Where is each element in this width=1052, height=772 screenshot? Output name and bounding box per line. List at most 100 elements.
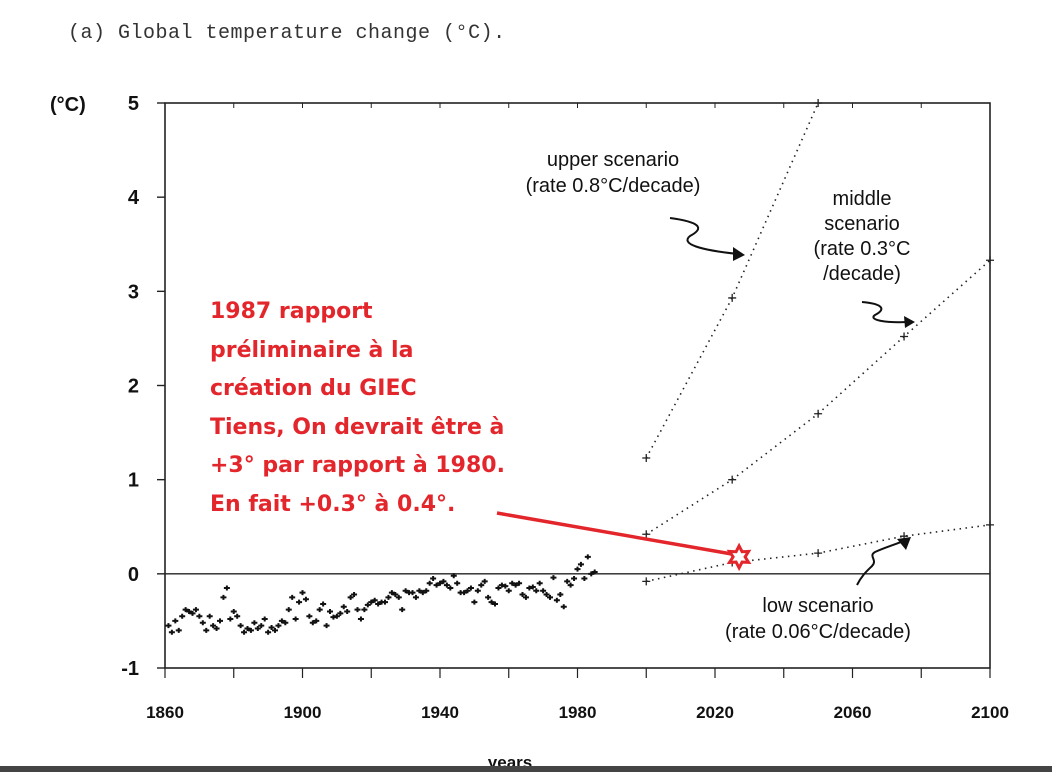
historical-point [189,610,196,616]
scenario-label: (rate 0.8°C/decade) [526,175,701,197]
y-tick-label: 5 [128,93,139,115]
historical-point [175,627,182,633]
historical-point [265,629,272,635]
scenario-marker [728,293,737,302]
historical-point [337,610,344,616]
historical-point [492,601,498,607]
x-tick-label: 1860 [146,703,184,722]
scenario-label: /decade) [823,263,901,285]
historical-point [268,625,275,631]
red-note-line: En fait +0.3° à 0.4°. [210,491,456,517]
historical-point [344,609,351,614]
historical-point [443,582,450,588]
historical-point [227,616,234,622]
historical-point [223,585,230,591]
historical-point [247,627,254,633]
historical-point [275,623,282,629]
historical-point [536,580,543,586]
scenario-marker [728,475,737,484]
figure-title: (a) Global temperature change (°C). [68,22,506,45]
arrowhead [904,316,915,328]
historical-point [454,580,461,586]
historical-point [547,594,553,600]
historical-point [203,627,210,633]
historical-point [388,590,395,596]
historical-point [485,594,492,600]
x-tick-label: 1980 [559,703,597,722]
historical-point [168,629,175,635]
historical-point [285,607,292,613]
historical-point [461,590,468,596]
y-tick-label: 0 [128,564,139,586]
historical-point [323,623,330,629]
historical-point [206,613,213,619]
historical-point [437,580,443,586]
historical-point [543,592,550,598]
historical-point [382,599,388,605]
historical-point [553,597,560,603]
scenario-marker [642,530,651,539]
historical-point [467,585,474,591]
historical-point [306,613,313,619]
historical-point [433,582,440,588]
historical-point [516,580,523,586]
historical-point [364,602,371,608]
scenario-label: scenario [824,213,900,235]
historical-point [502,583,509,589]
bottom-bar [0,766,1052,772]
historical-point [292,616,299,622]
red-annotation: 1987 rapport préliminaire à la création … [210,293,505,524]
red-note-line: préliminaire à la [210,337,414,363]
historical-point [371,597,378,603]
historical-point [210,623,217,629]
historical-point [426,580,433,586]
historical-point [416,588,423,594]
historical-point [357,616,364,622]
historical-point [313,618,320,624]
historical-point [423,588,430,594]
historical-point [347,594,354,600]
historical-point [182,607,189,613]
y-axis-label: (°C) [50,94,86,116]
historical-point [237,623,244,629]
x-tick-label: 2060 [834,703,872,722]
historical-point [368,599,375,605]
y-tick-label: -1 [121,658,139,680]
historical-point [557,592,564,598]
historical-point [289,594,296,600]
historical-point [254,625,261,631]
historical-point [220,594,227,600]
historical-point [392,592,399,598]
historical-point [261,616,268,622]
historical-point [230,609,237,614]
squiggle-arrow [856,539,906,586]
historical-point [192,607,199,613]
historical-point [272,627,278,633]
historical-point [244,625,251,631]
y-tick-label: 4 [128,187,140,209]
historical-point [309,620,316,626]
historical-point [186,609,193,614]
historical-point [529,584,536,590]
historical-point [584,554,591,560]
scenario-label: middle [833,188,892,210]
scenario-label: (rate 0.3°C [814,238,911,260]
historical-point [361,607,368,613]
historical-point [412,594,419,600]
red-arrow [496,511,732,556]
historical-point [251,620,258,626]
squiggle-arrow [669,217,739,255]
y-tick-label: 1 [128,470,139,492]
historical-point [320,601,327,607]
historical-point [278,618,285,624]
red-note-line: Tiens, On devrait être à [210,414,505,440]
scenario-line-1 [645,259,991,535]
arrowhead [733,247,745,261]
historical-point [258,623,265,629]
historical-point [577,561,584,567]
historical-point [299,590,306,596]
historical-point [213,625,220,631]
historical-point [440,578,447,584]
scenario-label: upper scenario [547,149,679,171]
historical-point [419,590,426,596]
